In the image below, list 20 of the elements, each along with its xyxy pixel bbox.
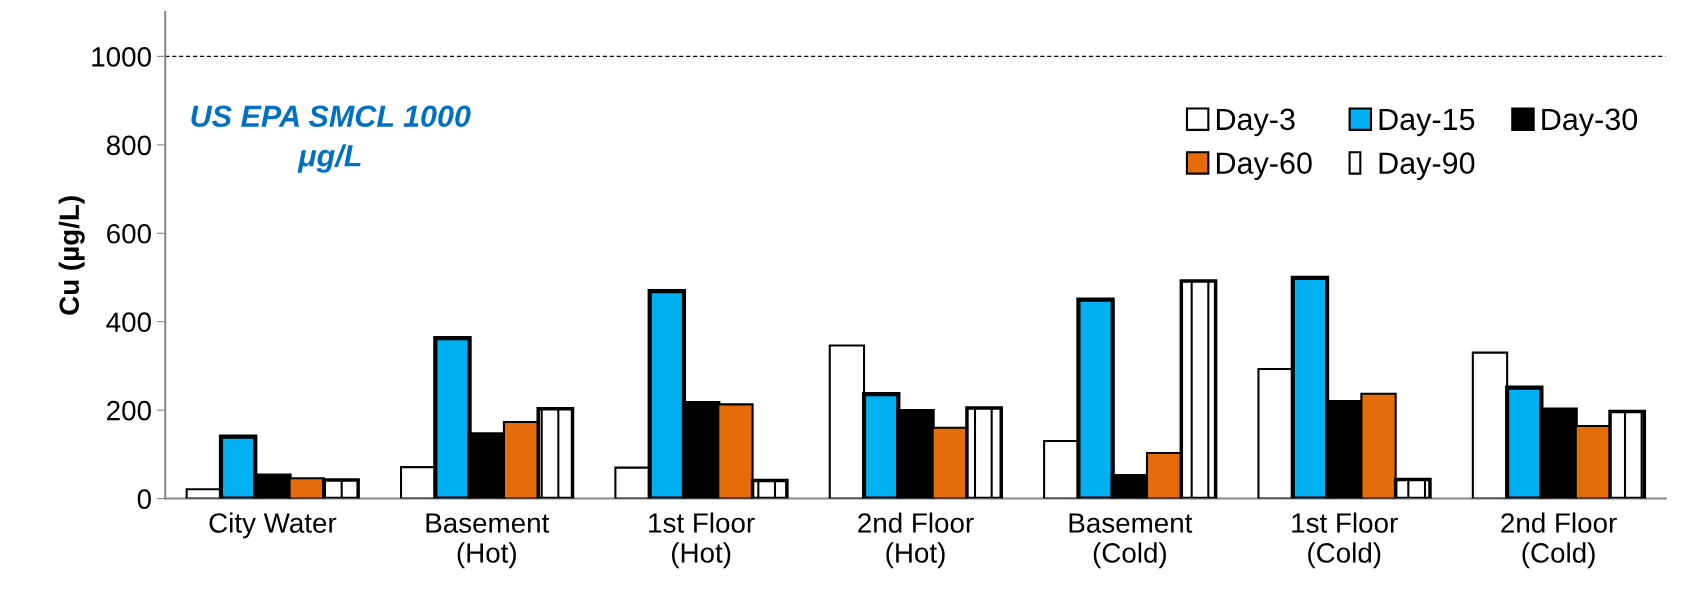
- x-tick-label: 1st Floor (Cold): [1292, 512, 1398, 569]
- annotation: US EPA SMCL 1000 μg/L: [191, 105, 471, 173]
- y-axis-title: Cu (µg/L): [58, 196, 85, 315]
- x-tick-label: City Water: [209, 512, 337, 539]
- y-tick-label: 400: [106, 312, 151, 333]
- legend-label: Day-15: [1379, 108, 1475, 137]
- x-tick-label: Basement (Cold): [1069, 513, 1193, 569]
- y-tick-label: 0: [137, 489, 151, 509]
- y-tick-label: 800: [106, 135, 151, 156]
- legend-label: Day-60: [1216, 152, 1312, 180]
- legend-label: Day-90: [1379, 152, 1475, 180]
- y-tick-label: 1000: [92, 47, 151, 67]
- y-tick-label: 200: [107, 400, 151, 421]
- x-tick-label: 2nd Floor (Hot): [858, 512, 974, 569]
- y-tick-label: 600: [107, 223, 151, 244]
- x-tick-label: 2nd Floor (Cold): [1501, 512, 1617, 569]
- legend-label: Day-3: [1216, 108, 1295, 137]
- x-tick-label: Basement (Hot): [426, 513, 550, 569]
- legend-label: Day-30: [1542, 108, 1638, 137]
- x-tick-label: 1st Floor (Hot): [649, 512, 755, 569]
